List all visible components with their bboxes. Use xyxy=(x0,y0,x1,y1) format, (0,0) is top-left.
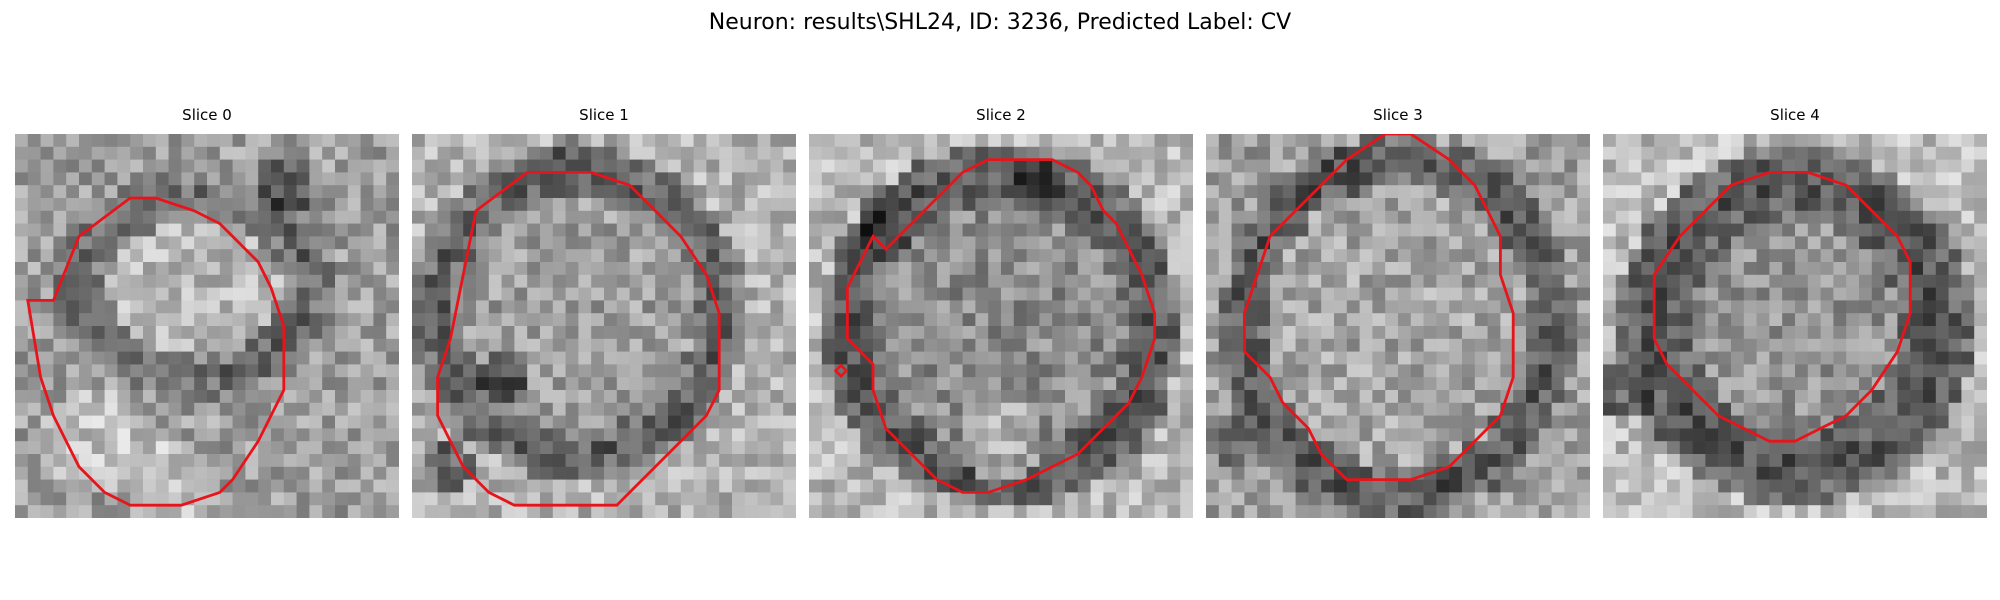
slice-1-contour xyxy=(436,170,721,507)
slice-0-title: Slice 0 xyxy=(182,106,232,124)
slice-0-contour xyxy=(26,196,286,507)
slice-panel-1: Slice 1 xyxy=(412,104,796,524)
slice-4-title: Slice 4 xyxy=(1770,106,1820,124)
slice-2-pixels xyxy=(809,134,1193,518)
slice-3-pixels xyxy=(1206,134,1590,518)
slice-0-image xyxy=(15,134,399,518)
slice-1-pixels xyxy=(412,134,796,518)
slice-panel-3: Slice 3 xyxy=(1206,104,1590,524)
slice-1-title: Slice 1 xyxy=(579,106,629,124)
slice-1-image xyxy=(412,134,796,518)
slice-4-contour xyxy=(1652,170,1912,443)
slice-2-contour xyxy=(845,158,1157,494)
slice-4-pixels xyxy=(1603,134,1987,518)
slice-4-image xyxy=(1603,134,1987,518)
slice-2-image xyxy=(809,134,1193,518)
slice-2-title: Slice 2 xyxy=(976,106,1026,124)
slice-3-contour xyxy=(1242,134,1515,482)
slice-3-image xyxy=(1206,134,1590,518)
slice-panel-2: Slice 2 xyxy=(809,104,1193,524)
figure-title: Neuron: results\SHL24, ID: 3236, Predict… xyxy=(708,10,1292,35)
slice-3-title: Slice 3 xyxy=(1373,106,1423,124)
slice-panel-4: Slice 4 xyxy=(1603,104,1987,524)
slice-0-pixels xyxy=(15,134,399,518)
slice-2-contour-fragment xyxy=(833,363,849,379)
slice-panels: Slice 0 Slice 1 Slice 2 Slice 3 Slice 4 xyxy=(0,104,2000,524)
slice-panel-0: Slice 0 xyxy=(15,104,399,524)
